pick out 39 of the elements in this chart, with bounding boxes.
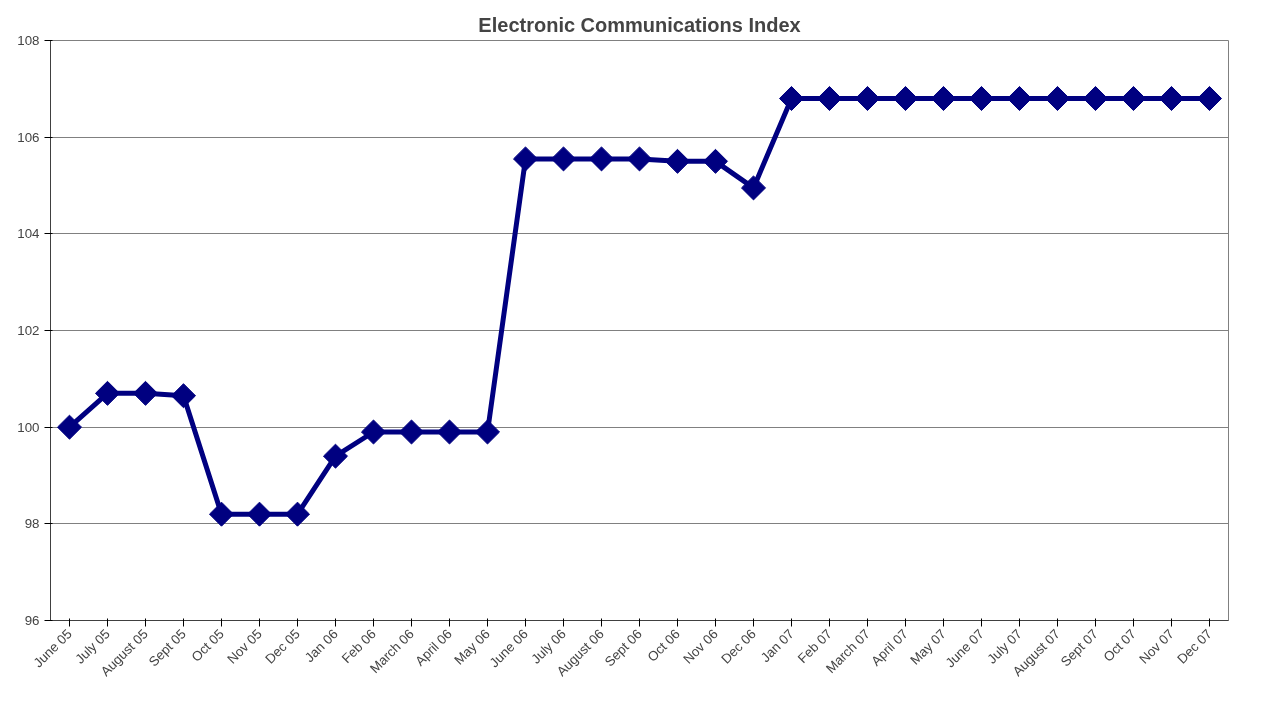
point (246, 501, 273, 527)
x-tick-label: Oct 07 (1100, 626, 1139, 665)
x-tick-label: Oct 06 (644, 626, 683, 665)
x-tick-label: Nov 05 (224, 626, 265, 667)
point (56, 414, 83, 440)
y-tick-label: 104 (17, 226, 41, 242)
point (170, 383, 197, 409)
y-tick-label: 108 (17, 33, 40, 48)
point (322, 443, 349, 469)
point (702, 148, 729, 174)
y-tick-label: 98 (24, 516, 40, 532)
point (474, 419, 501, 445)
point (664, 148, 691, 174)
y-tick-label: 100 (17, 419, 40, 435)
point (436, 419, 463, 445)
point (626, 146, 653, 172)
point (588, 146, 615, 172)
x-tick-label: Dec 06 (718, 626, 759, 667)
x-tick-label: Nov 07 (1136, 626, 1177, 667)
y-tick-label: 96 (24, 613, 40, 628)
point (740, 175, 767, 201)
point (512, 146, 539, 172)
x-tick-label: Jan 06 (301, 626, 341, 666)
x-tick-label: Nov 06 (680, 626, 721, 667)
point (550, 146, 577, 172)
x-tick-label: Oct 05 (188, 626, 227, 665)
x-tick-label: Jan 07 (757, 626, 797, 666)
y-tick-label: 106 (17, 129, 40, 145)
point (1196, 85, 1223, 112)
point (284, 501, 311, 527)
y-tick-label: 102 (17, 323, 40, 338)
chart-title: Electronic Communications Index (478, 13, 801, 36)
point (398, 419, 425, 445)
point (94, 380, 121, 406)
point (132, 380, 159, 406)
point (360, 419, 387, 445)
x-tick-label: Dec 05 (262, 626, 303, 667)
x-tick-label: Dec 07 (1174, 626, 1215, 667)
point (208, 501, 235, 527)
